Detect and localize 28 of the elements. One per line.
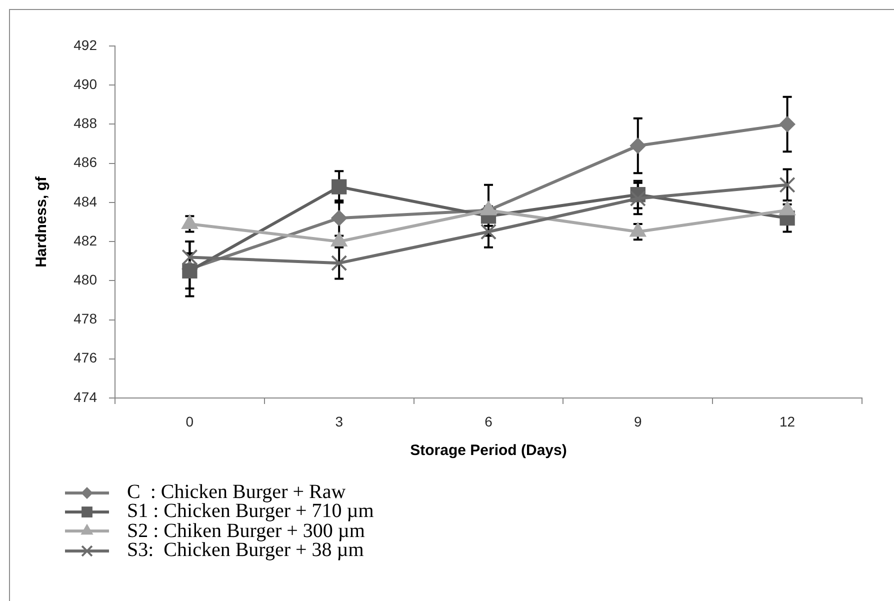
y-tick-label: 476: [74, 350, 98, 366]
point: [480, 224, 497, 240]
point: [331, 210, 348, 226]
x-axis-title: Storage Period (Days): [410, 442, 567, 460]
point: [630, 190, 646, 207]
y-tick-label: 486: [74, 154, 98, 170]
y-tick-label: 480: [74, 272, 98, 288]
x-tick-label: 12: [780, 413, 796, 430]
x-tick-label: 6: [484, 413, 493, 430]
y-tick-label: 478: [74, 310, 98, 327]
point: [332, 179, 347, 194]
y-tick-label: 484: [74, 193, 98, 210]
y-tick-label: 482: [74, 232, 98, 248]
point: [779, 176, 796, 193]
point: [331, 254, 348, 272]
y-tick-label: 488: [74, 115, 98, 132]
y-tick-label: 492: [74, 36, 98, 53]
x-tick-label: 3: [335, 413, 344, 430]
y-axis-title: Hardness, gf: [33, 176, 50, 268]
legend-label: C : Chicken Burger + Raw: [127, 481, 346, 503]
y-tick-label: 474: [74, 388, 98, 405]
point: [779, 116, 796, 132]
point: [630, 138, 646, 154]
point: [182, 249, 198, 266]
point: [182, 263, 198, 278]
y-tick-label: 490: [74, 76, 98, 92]
x-tick-label: 0: [186, 413, 194, 430]
x-tick-label: 9: [634, 413, 642, 430]
